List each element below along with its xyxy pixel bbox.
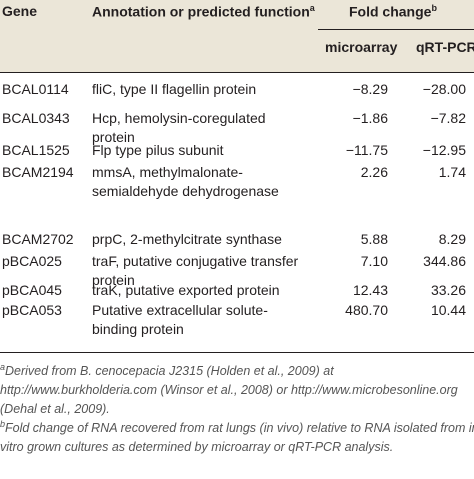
qrtpcr-cell: 344.86 xyxy=(423,253,466,269)
microarray-cell: 480.70 xyxy=(345,302,388,318)
gene-cell: BCAL0343 xyxy=(2,110,70,126)
annotation-cell: Hcp, hemolysin-coregulated protein xyxy=(92,110,266,145)
annotation-cell: fliC, type II flagellin protein xyxy=(92,81,257,97)
annotation-cell: mmsA, methylmalonate-semialdehyde dehydr… xyxy=(92,164,279,199)
annotation-cell: Putative extracellular solute-binding pr… xyxy=(92,302,268,337)
header-text: Fold change xyxy=(349,3,432,20)
header-annotation: Annotation or predicted functiona xyxy=(92,3,315,20)
microarray-cell: 2.26 xyxy=(360,164,388,180)
footnote-text: Fold change of RNA recovered from rat lu… xyxy=(0,421,474,455)
microarray-cell: −11.75 xyxy=(345,142,388,158)
gene-cell: pBCA025 xyxy=(2,253,62,269)
note-marker: a xyxy=(0,362,6,372)
qrtpcr-cell: −12.95 xyxy=(422,142,466,158)
note-marker: a xyxy=(309,3,315,13)
gene-cell: BCAM2194 xyxy=(2,164,74,180)
qrtpcr-cell: 8.29 xyxy=(438,231,466,247)
qrtpcr-cell: 33.26 xyxy=(430,282,466,298)
footnote-text: Derived from B. cenocepacia J2315 (Holde… xyxy=(0,364,458,417)
annotation-cell: Flp type pilus subunit xyxy=(92,142,224,158)
rule xyxy=(0,352,474,353)
annotation-cell: traF, putative conjugative transfer prot… xyxy=(92,253,299,288)
qrtpcr-cell: 10.44 xyxy=(430,302,466,318)
header-fold-change: Fold changeb xyxy=(349,3,437,20)
header-qrtpcr: qRT-PCR xyxy=(416,39,474,55)
microarray-cell: 5.88 xyxy=(360,231,388,247)
microarray-cell: −1.86 xyxy=(352,110,388,126)
qrtpcr-cell: −28.00 xyxy=(422,81,466,97)
qrtpcr-cell: −7.82 xyxy=(430,110,466,126)
microarray-cell: 12.43 xyxy=(352,282,388,298)
header-gene: Gene xyxy=(2,3,38,19)
annotation-cell: prpC, 2-methylcitrate synthase xyxy=(92,231,282,247)
note-marker: b xyxy=(431,3,437,13)
gene-cell: pBCA045 xyxy=(2,282,62,298)
footnote: aDerived from B. cenocepacia J2315 (Hold… xyxy=(0,358,474,419)
rule xyxy=(0,72,474,73)
rule xyxy=(318,29,474,30)
gene-cell: BCAM2702 xyxy=(2,231,74,247)
header-microarray: microarray xyxy=(325,39,398,55)
gene-cell: pBCA053 xyxy=(2,302,62,318)
gene-cell: BCAL0114 xyxy=(2,81,69,97)
header-text: Annotation or predicted function xyxy=(92,3,310,20)
footnote: bFold change of RNA recovered from rat l… xyxy=(0,415,474,457)
note-marker: b xyxy=(0,419,6,429)
microarray-cell: −8.29 xyxy=(352,81,388,97)
annotation-cell: traK, putative exported protein xyxy=(92,282,280,298)
gene-cell: BCAL1525 xyxy=(2,142,70,158)
qrtpcr-cell: 1.74 xyxy=(438,164,466,180)
microarray-cell: 7.10 xyxy=(360,253,388,269)
header-background xyxy=(0,0,474,72)
